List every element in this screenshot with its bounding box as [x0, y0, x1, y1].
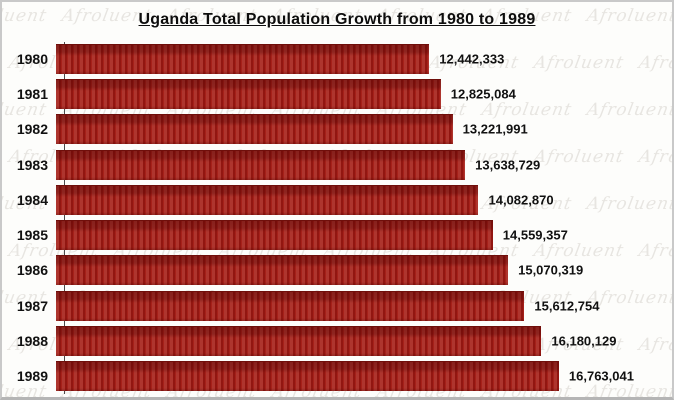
year-label: 1987 — [16, 297, 48, 314]
chart-row: 1987 15,612,754 — [2, 290, 672, 321]
year-label: 1982 — [16, 121, 48, 138]
value-label: 12,442,333 — [439, 51, 505, 67]
population-bar — [56, 79, 441, 110]
bar-track: 12,825,084 — [56, 79, 656, 110]
value-label: 15,612,754 — [534, 298, 600, 314]
population-bar — [56, 114, 453, 145]
year-label: 1980 — [16, 51, 48, 67]
value-label: 12,825,084 — [450, 86, 516, 102]
year-label: 1986 — [16, 262, 48, 279]
value-label: 15,070,319 — [518, 262, 584, 278]
bar-track: 15,070,319 — [56, 255, 656, 286]
bar-track: 13,221,991 — [56, 114, 656, 145]
year-label: 1984 — [16, 191, 48, 208]
population-bar — [56, 184, 479, 215]
bar-track: 12,442,333 — [56, 44, 656, 74]
year-label: 1983 — [16, 156, 48, 173]
chart-row: 1980 12,442,333 — [2, 44, 672, 74]
value-label: 13,638,729 — [475, 157, 541, 173]
value-label: 14,559,357 — [502, 227, 568, 243]
chart-row: 1983 13,638,729 — [2, 149, 672, 180]
bar-track: 14,082,870 — [56, 184, 656, 215]
chart-row: 1984 14,082,870 — [2, 184, 672, 215]
population-bar — [56, 290, 525, 321]
value-label: 16,180,129 — [551, 333, 617, 349]
value-label: 13,221,991 — [462, 121, 528, 137]
bar-track: 13,638,729 — [56, 149, 656, 180]
bar-track: 16,180,129 — [56, 325, 656, 356]
chart-row: 1985 14,559,357 — [2, 220, 672, 251]
chart-row: 1988 16,180,129 — [2, 325, 672, 356]
population-bar — [56, 44, 430, 74]
chart-row: 1981 12,825,084 — [2, 79, 672, 110]
y-axis-line — [64, 42, 65, 394]
year-label: 1989 — [16, 367, 48, 384]
chart-row: 1982 13,221,991 — [2, 114, 672, 145]
year-label: 1988 — [16, 332, 48, 349]
bar-rows: 1980 12,442,333 1981 12,825,084 1982 13,221,9… — [2, 44, 672, 391]
chart-row: 1989 16,763,041 — [2, 360, 672, 391]
population-bar — [56, 255, 509, 286]
population-bar — [56, 149, 466, 180]
value-label: 14,082,870 — [488, 192, 554, 208]
bar-track: 16,763,041 — [56, 360, 656, 391]
population-bar — [56, 360, 559, 391]
year-label: 1985 — [16, 227, 48, 244]
chart-title: Uganda Total Population Growth from 1980… — [138, 11, 536, 28]
bar-track: 15,612,754 — [56, 290, 656, 321]
value-label: 16,763,041 — [568, 368, 634, 384]
bar-track: 14,559,357 — [56, 220, 656, 251]
year-label: 1981 — [16, 86, 48, 103]
population-bar — [56, 325, 542, 356]
chart-row: 1986 15,070,319 — [2, 255, 672, 286]
population-bar — [56, 220, 493, 251]
